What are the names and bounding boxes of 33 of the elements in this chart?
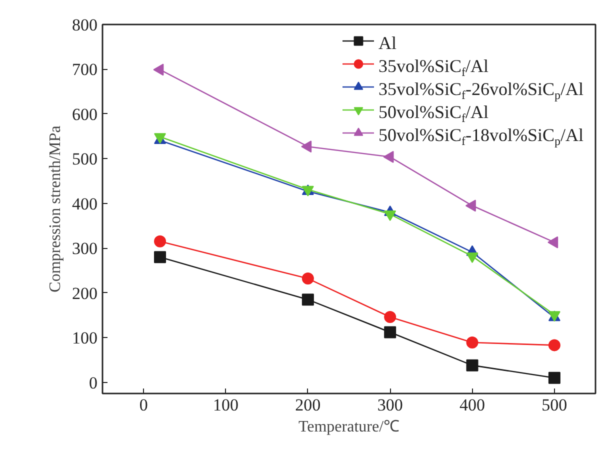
point — [302, 272, 314, 285]
y-axis-title: Compression strenth/MPa — [47, 126, 64, 292]
point — [154, 251, 166, 264]
point — [466, 359, 478, 372]
y-tick-label: 200 — [72, 284, 98, 303]
x-tick-label: 500 — [542, 396, 568, 414]
y-tick-label: 0 — [89, 373, 98, 392]
x-tick-label: 0 — [139, 396, 148, 414]
y-tick-label: 700 — [72, 60, 98, 80]
y-tick-label: 500 — [72, 150, 98, 169]
y-tick-label: 100 — [72, 328, 98, 348]
point — [466, 336, 478, 348]
y-tick-label: 600 — [72, 104, 98, 124]
point — [154, 235, 166, 248]
point — [383, 150, 394, 163]
y-tick-label: 800 — [72, 16, 98, 34]
point — [384, 326, 396, 338]
point — [384, 311, 396, 324]
point — [548, 339, 560, 352]
legend-label: Al — [378, 33, 396, 53]
point — [548, 236, 558, 248]
x-axis-title: Temperature/℃ — [298, 418, 400, 436]
point — [302, 294, 314, 306]
y-tick-label: 300 — [72, 239, 98, 258]
point — [301, 140, 312, 153]
x-tick-label: 400 — [460, 396, 485, 414]
y-tick-label: 400 — [72, 194, 98, 214]
point — [548, 372, 560, 384]
point — [465, 200, 476, 212]
x-tick-label: 100 — [213, 396, 238, 414]
point — [384, 210, 396, 221]
x-tick-label: 300 — [377, 396, 403, 414]
x-tick-label: 200 — [295, 396, 321, 414]
